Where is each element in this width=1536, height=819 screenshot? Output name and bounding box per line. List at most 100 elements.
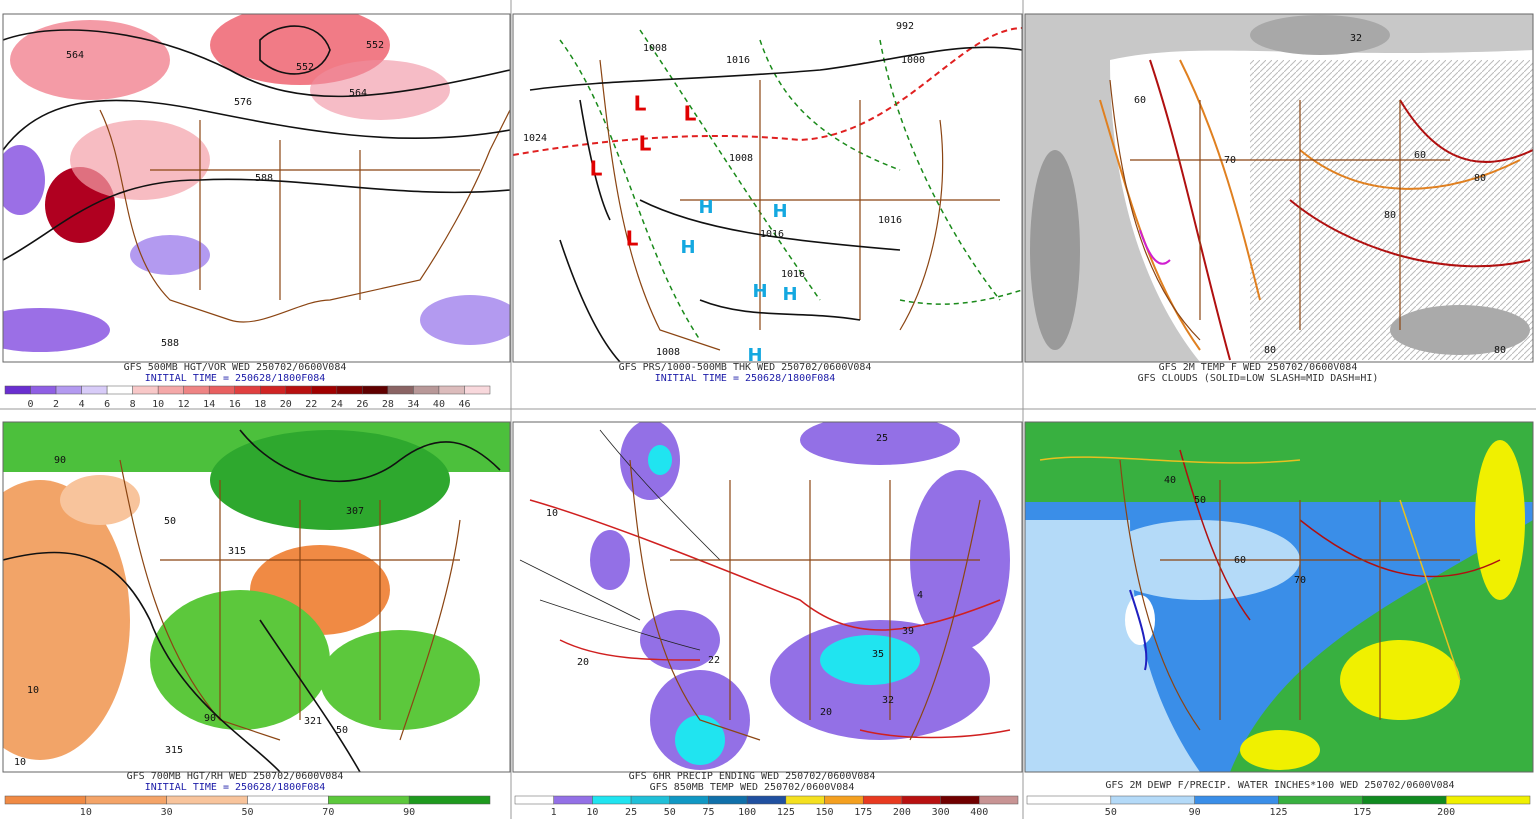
map-frame — [1024, 421, 1534, 773]
map-label: 564 — [349, 88, 367, 99]
colorbar-box — [464, 385, 491, 395]
colorbar-label: 10 — [80, 807, 92, 818]
colorbar-box — [1278, 795, 1363, 805]
colorbar-label: 26 — [356, 399, 368, 410]
map-label: H — [747, 345, 762, 366]
colorbar-label: 14 — [203, 399, 215, 410]
map-label: 4 — [917, 590, 923, 601]
colorbar-label: 28 — [382, 399, 394, 410]
colorbar-label: 175 — [1353, 807, 1371, 818]
colorbar-box — [285, 385, 312, 395]
map-label: 80 — [1494, 345, 1506, 356]
colorbar-box — [85, 795, 167, 805]
colorbar-box — [311, 385, 338, 395]
map-label: 552 — [366, 40, 384, 51]
map-frame — [2, 13, 511, 363]
map-label: 10 — [546, 508, 558, 519]
colorbar-label: 90 — [1189, 807, 1201, 818]
colorbar-box — [1362, 795, 1447, 805]
map-label: 588 — [255, 173, 273, 184]
map-label: 32 — [1350, 33, 1362, 44]
colorbar-box — [4, 795, 87, 805]
colorbar-box — [413, 385, 440, 395]
map-label: 552 — [296, 62, 314, 73]
map-2m-temp — [1025, 14, 1533, 362]
colorbar-label: 8 — [130, 399, 136, 410]
colorbar-label: 12 — [178, 399, 190, 410]
colorbar-label: 6 — [104, 399, 110, 410]
colorbar-label: 100 — [738, 807, 756, 818]
colorbar-label: 90 — [403, 807, 415, 818]
colorbar-label: 1 — [551, 807, 557, 818]
caption: GFS 500MB HGT/VOR WED 250702/0600V084 — [124, 362, 347, 373]
colorbar-label: 400 — [970, 807, 988, 818]
map-label: 90 — [54, 455, 66, 466]
map-label: 1008 — [656, 347, 680, 358]
colorbar-box — [132, 385, 159, 395]
map-pressure — [513, 14, 1022, 362]
map-label: 20 — [577, 657, 589, 668]
map-label: 564 — [66, 50, 84, 61]
colorbar-box — [979, 795, 1019, 805]
map-label: L — [590, 157, 603, 181]
colorbar-label: 150 — [816, 807, 834, 818]
colorbar-box — [328, 795, 410, 805]
colorbar-label: 50 — [241, 807, 253, 818]
map-label: 22 — [708, 655, 720, 666]
colorbar-label: 125 — [1269, 807, 1287, 818]
map-label: L — [684, 102, 697, 126]
caption: INITIAL TIME = 250628/1800F084 — [655, 373, 836, 384]
map-label: 32 — [882, 695, 894, 706]
caption: GFS 700MB HGT/RH WED 250702/0600V084 — [127, 771, 344, 782]
map-700mb — [3, 422, 510, 772]
map-500mb — [3, 14, 510, 362]
map-label: H — [782, 284, 797, 305]
colorbar-label: 300 — [932, 807, 950, 818]
colorbar-box — [362, 385, 389, 395]
colorbar-box — [1026, 795, 1112, 805]
map-label: 25 — [876, 433, 888, 444]
map-label: H — [772, 201, 787, 222]
map-label: 588 — [161, 338, 179, 349]
map-label: L — [634, 92, 647, 116]
map-label: 315 — [228, 546, 246, 557]
colorbar-box — [183, 385, 210, 395]
map-label: 1024 — [523, 133, 547, 144]
colorbar-label: 75 — [702, 807, 714, 818]
map-label: 90 — [204, 713, 216, 724]
map-frame — [1024, 13, 1534, 363]
caption: GFS PRS/1000-500MB THK WED 250702/0600V0… — [619, 362, 872, 373]
map-label: 1016 — [878, 215, 902, 226]
map-label: 307 — [346, 506, 364, 517]
map-label: 50 — [1194, 495, 1206, 506]
map-dewpoint — [1025, 422, 1533, 772]
map-label: 80 — [1474, 173, 1486, 184]
colorbar-box — [901, 795, 941, 805]
colorbar-box — [553, 795, 593, 805]
colorbar-label: 70 — [322, 807, 334, 818]
colorbar-label: 24 — [331, 399, 343, 410]
map-label: H — [752, 281, 767, 302]
colorbar-box — [1194, 795, 1279, 805]
map-label: 1016 — [760, 229, 784, 240]
map-label: 80 — [1264, 345, 1276, 356]
map-label: 70 — [1294, 575, 1306, 586]
map-frame — [512, 421, 1023, 773]
map-label: 70 — [1224, 155, 1236, 166]
map-frame — [2, 421, 511, 773]
colorbar-label: 50 — [1105, 807, 1117, 818]
colorbar-label: 46 — [458, 399, 470, 410]
colorbar-label: 125 — [777, 807, 795, 818]
colorbar-label: 20 — [280, 399, 292, 410]
colorbar-box — [592, 795, 632, 805]
colorbar-label: 10 — [152, 399, 164, 410]
colorbar-label: 34 — [407, 399, 419, 410]
map-label: 35 — [872, 649, 884, 660]
map-label: 1000 — [901, 55, 925, 66]
colorbar-box — [208, 385, 235, 395]
colorbar-label: 30 — [161, 807, 173, 818]
map-label: 60 — [1234, 555, 1246, 566]
map-label: L — [626, 227, 639, 251]
caption: INITIAL TIME = 250628/1800F084 — [145, 373, 326, 384]
